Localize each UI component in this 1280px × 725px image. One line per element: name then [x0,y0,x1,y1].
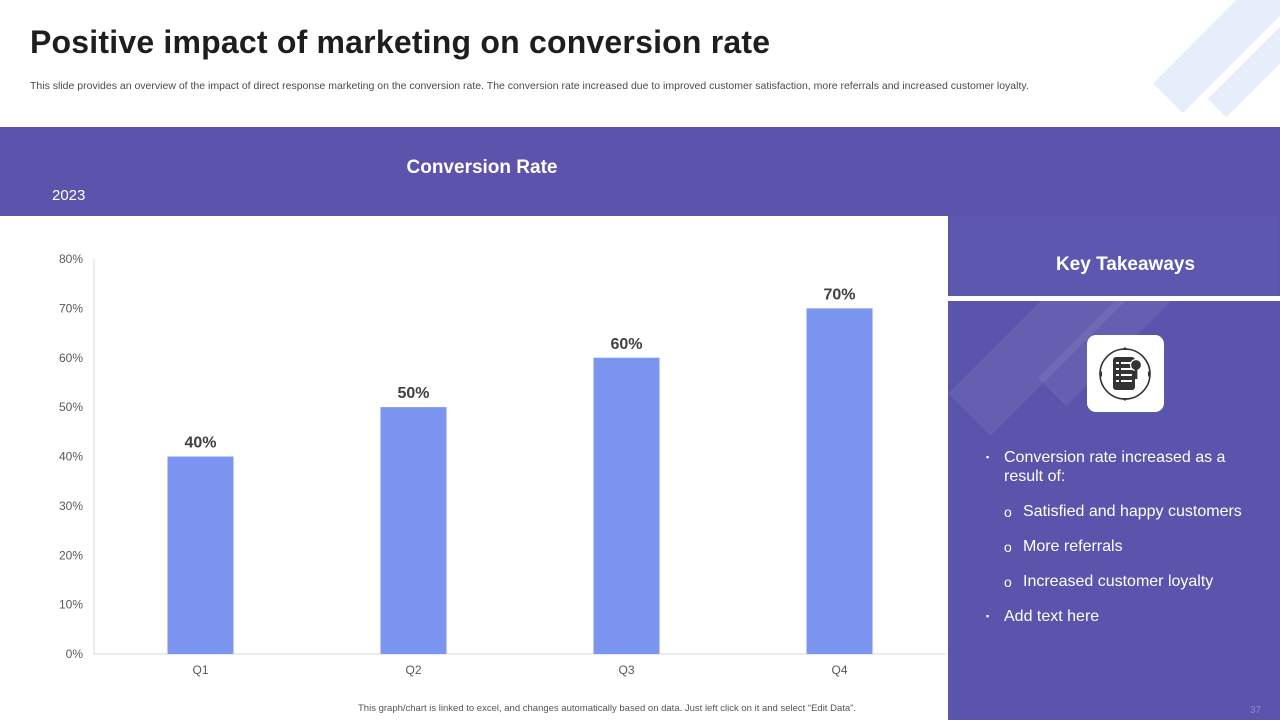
y-tick-label: 80% [59,252,83,266]
y-tick-label: 40% [59,450,83,464]
page-title: Positive impact of marketing on conversi… [30,24,771,60]
bar [167,456,234,654]
y-tick-label: 10% [59,598,83,612]
takeaway-subitem: o Satisfied and happy customers [1004,502,1264,521]
bar-chart: 0% 10% 20% 30% 40% 50% 60% 70% 80% 40% Q1 50% Q2 60% Q… [59,252,946,677]
square-bullet-icon: ▪ [986,452,990,462]
takeaway-subitem-text: More referrals [1023,538,1123,555]
chart-area: 0% 10% 20% 30% 40% 50% 60% 70% 80% 40% Q1 50% Q2 60% Q… [0,216,948,720]
data-label: 50% [397,385,429,402]
bar [806,308,873,654]
y-tick-label: 20% [59,548,83,562]
panel-header [950,216,1279,296]
y-tick-label: 60% [59,351,83,365]
chart-title: Conversion Rate [406,157,558,178]
circle-bullet-icon: o [1004,574,1012,590]
panel-title: Key Takeaways [1055,254,1196,275]
takeaway-item: ▪ Conversion rate increased as a result … [986,448,1264,486]
panel-separator [948,296,1280,301]
takeaway-subitem: o Increased customer loyalty [1004,572,1264,591]
data-label: 70% [823,286,855,303]
x-tick-label: Q1 [192,663,208,677]
y-tick-label: 70% [59,301,83,315]
data-label: 60% [610,336,642,353]
takeaway-text: Conversion rate increased as a result of… [1004,449,1226,485]
x-tick-label: Q2 [405,663,421,677]
icon-card [1087,335,1164,412]
takeaways-list: ▪ Conversion rate increased as a result … [986,448,1264,626]
circle-bullet-icon: o [1004,504,1012,520]
x-tick-label: Q4 [831,663,847,677]
bar [593,357,660,654]
circle-bullet-icon: o [1004,539,1012,555]
chart-footnote: This graph/chart is linked to excel, and… [358,703,856,714]
header-band [0,127,1280,216]
year-label: 2023 [52,187,86,204]
y-tick-label: 30% [59,499,83,513]
page-subtitle: This slide provides an overview of the i… [30,80,1029,92]
takeaway-subitem: o More referrals [1004,537,1264,556]
key-takeaways-panel: Key Takeaways [948,216,1280,720]
takeaway-subitem-text: Satisfied and happy customers [1023,503,1242,520]
bar [380,407,447,654]
y-tick-label: 50% [59,400,83,414]
data-label: 40% [184,435,216,452]
takeaway-text: Add text here [1004,608,1100,625]
page-number: 37 [1250,705,1262,716]
y-tick-label: 0% [66,647,84,661]
x-tick-label: Q3 [618,663,634,677]
takeaway-subitem-text: Increased customer loyalty [1023,573,1214,590]
takeaway-item: ▪ Add text here [986,607,1264,626]
document-lock-icon [1099,347,1151,401]
square-bullet-icon: ▪ [986,611,990,621]
